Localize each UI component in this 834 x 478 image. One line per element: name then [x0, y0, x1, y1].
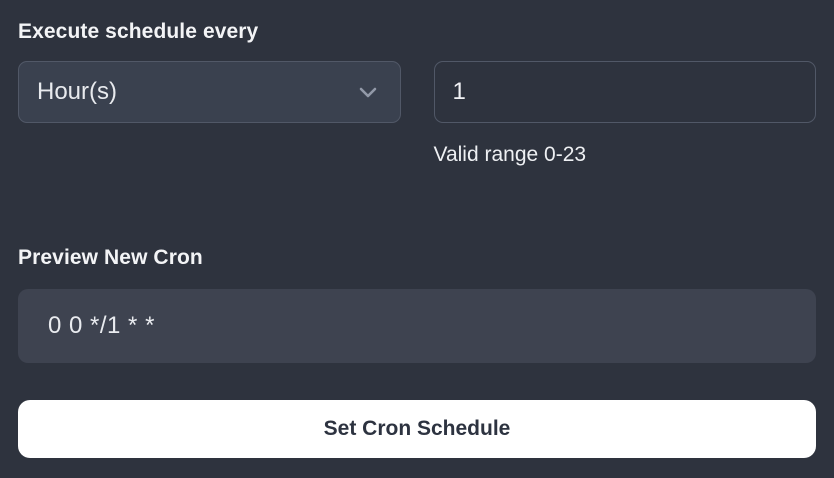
- cron-preview-field: 0 0 */1 * *: [18, 289, 816, 363]
- unit-select[interactable]: Hour(s): [18, 61, 401, 123]
- cron-preview-value: 0 0 */1 * *: [48, 312, 155, 339]
- valid-range-helper: Valid range 0-23: [433, 143, 587, 166]
- interval-column: Valid range 0-23: [433, 61, 816, 167]
- set-cron-schedule-button[interactable]: Set Cron Schedule: [18, 400, 816, 458]
- schedule-fields-row: Hour(s) Valid range 0-23: [18, 61, 816, 167]
- preview-cron-label: Preview New Cron: [18, 246, 203, 269]
- unit-select-value: Hour(s): [37, 78, 118, 105]
- interval-input[interactable]: [433, 61, 816, 123]
- execute-schedule-label: Execute schedule every: [18, 20, 259, 43]
- chevron-down-icon: [356, 80, 380, 104]
- unit-select-column: Hour(s): [18, 61, 401, 123]
